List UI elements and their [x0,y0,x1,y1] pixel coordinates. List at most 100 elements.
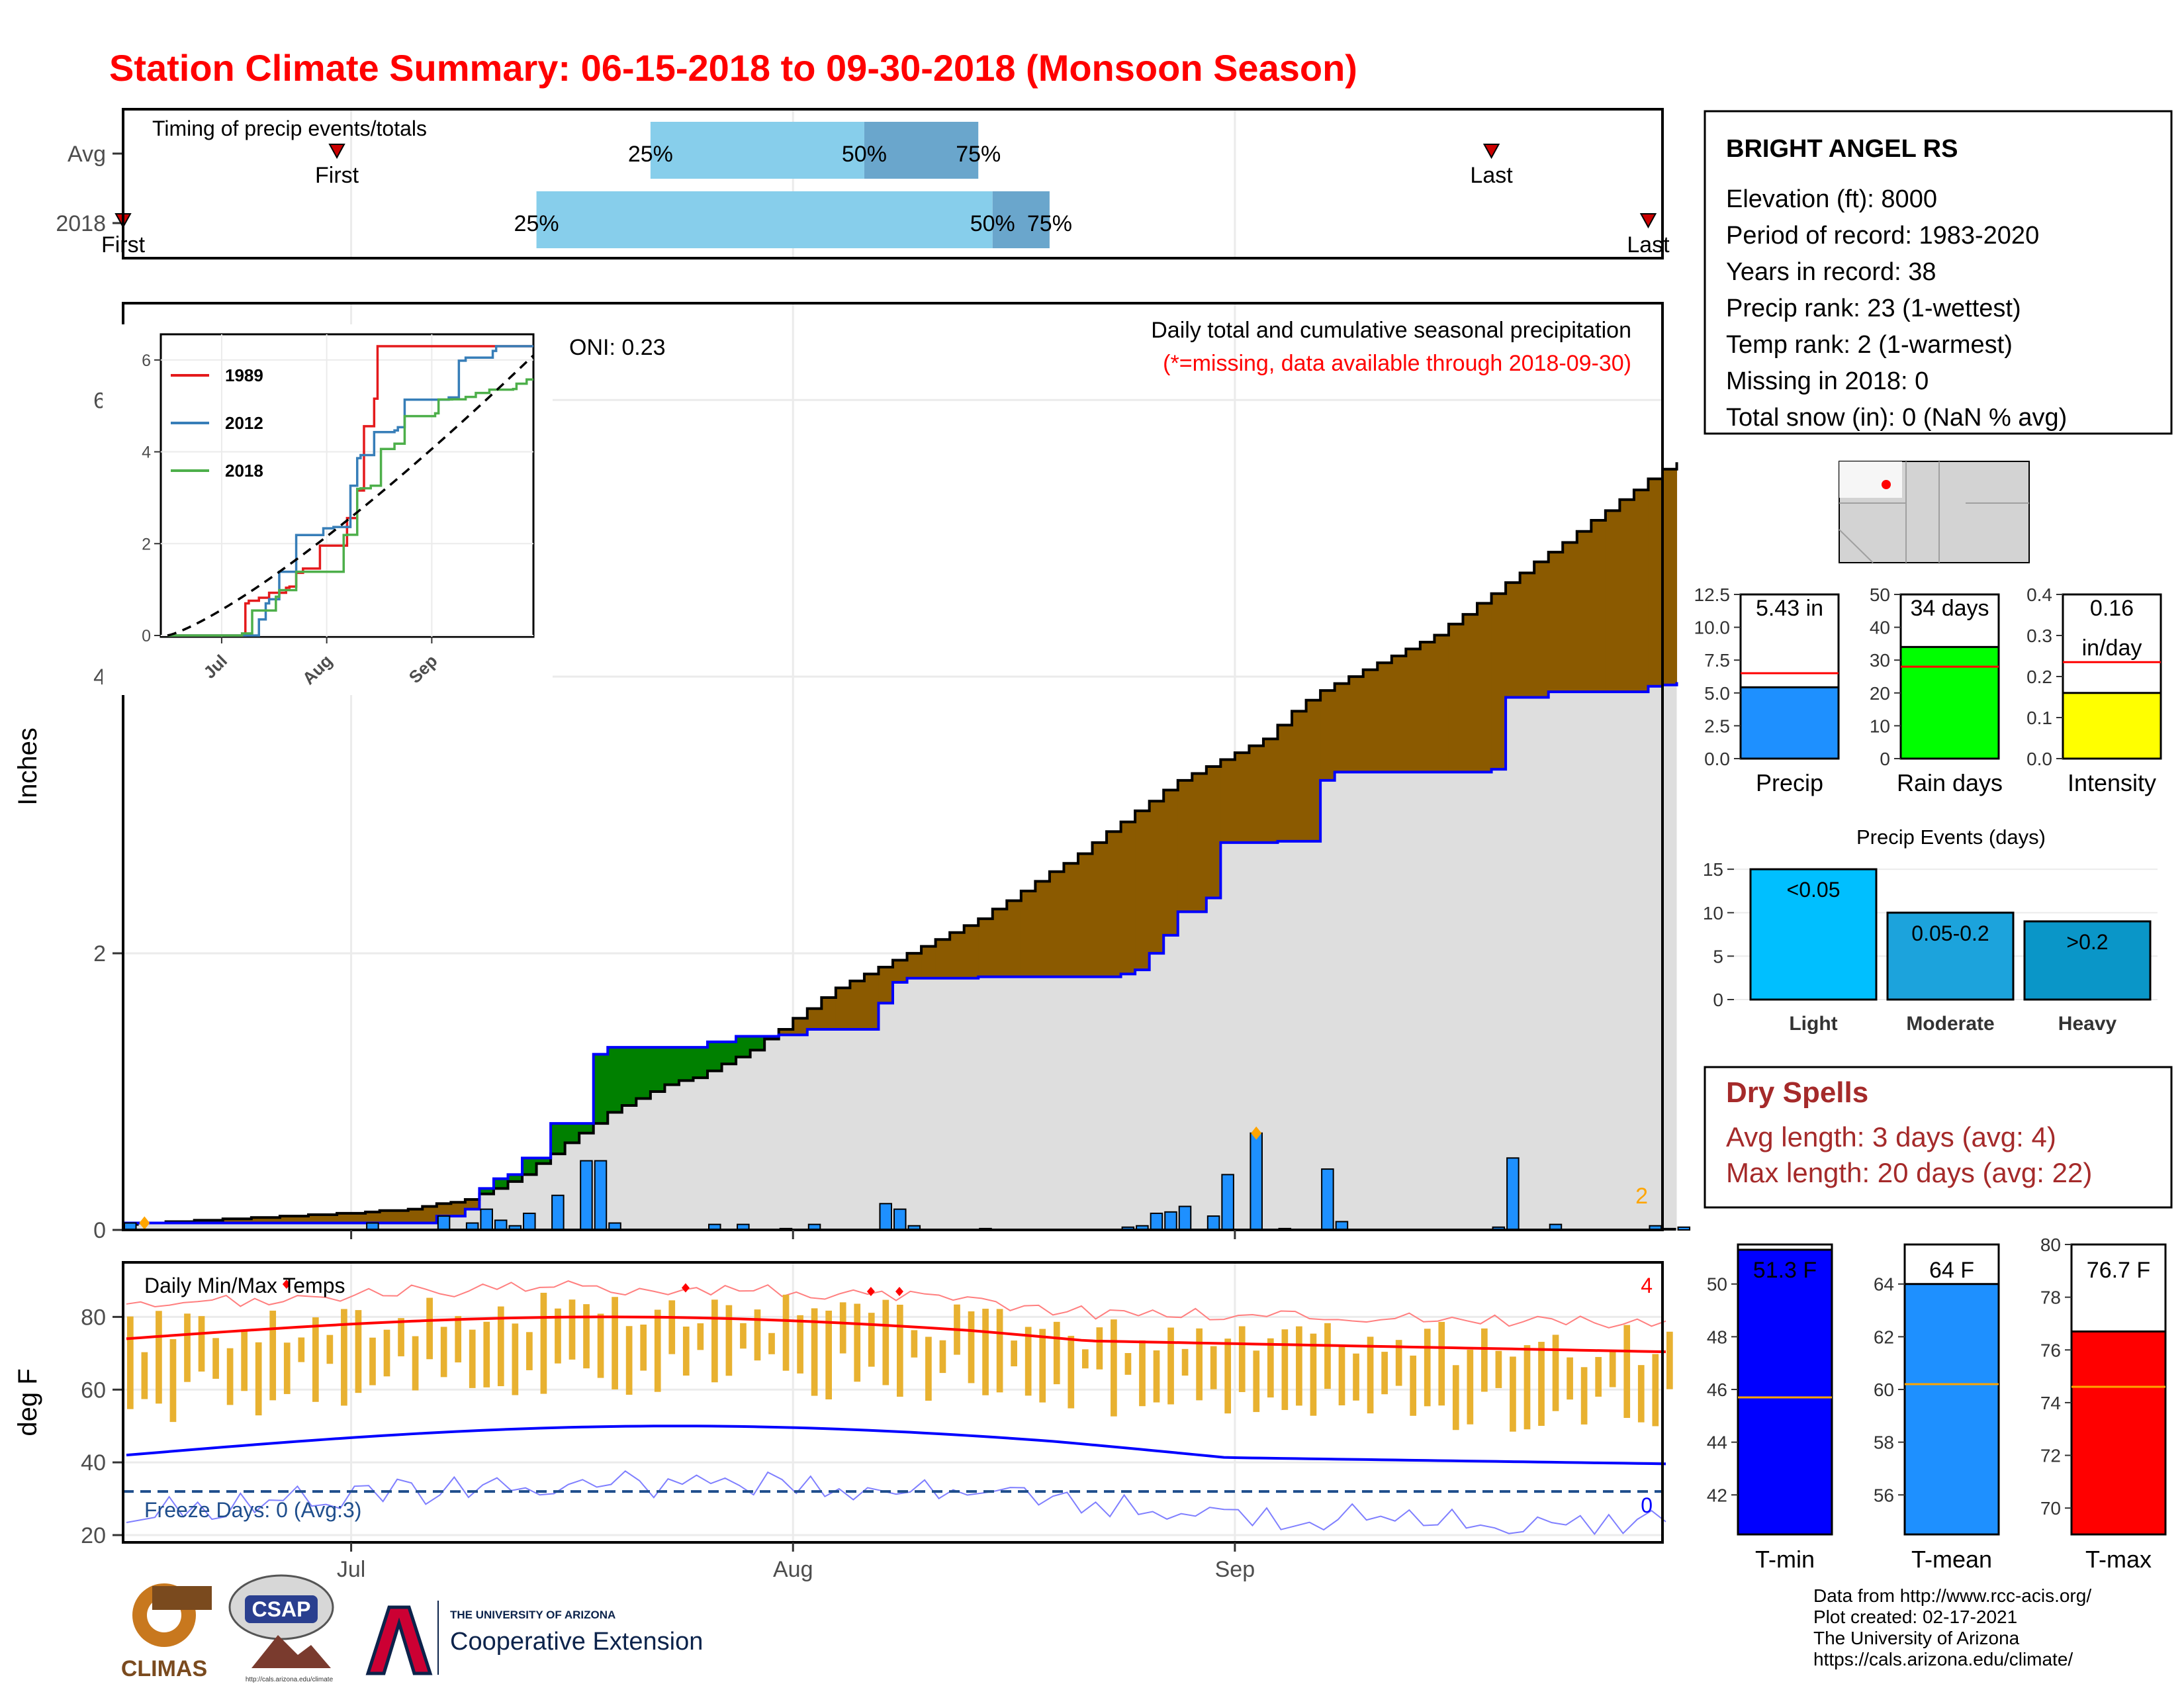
surplus-segment [493,1178,508,1189]
deficit-segment [1491,593,1506,770]
daily-temp-bar [269,1310,277,1401]
daily-temp-bar [156,1311,162,1404]
mini-bar-tick: 0.2 [2026,667,2052,687]
deficit-segment [778,1029,794,1035]
daily-temp-bar [1267,1338,1274,1398]
mini-bar-value-label: in/day [2082,635,2142,661]
daily-temp-bar [1567,1357,1573,1400]
deficit-segment [1206,767,1221,898]
events-bar-inner-label: >0.2 [2066,930,2108,954]
inset-legend-label: 2012 [225,413,263,433]
daily-temp-bar [597,1313,604,1378]
daily-temp-bar [455,1316,462,1363]
deficit-segment [1092,842,1107,977]
daily-temp-bar [569,1299,576,1360]
deficit-segment [1463,614,1478,773]
inset-y-tick: 6 [142,352,151,370]
mini-bar-tick: 0.0 [2026,749,2052,769]
mini-bar-tick: 5.0 [1704,683,1730,704]
inset-y-tick: 0 [142,627,151,645]
daily-precip-bar [494,1219,508,1231]
daily-temp-bar [169,1339,177,1423]
daily-temp-bar [939,1340,946,1374]
daily-temp-bar [1495,1350,1502,1388]
daily-temp-bar [1338,1346,1345,1406]
mini-bar-value-label: 34 days [1910,596,1989,621]
daily-temp-bar [882,1299,889,1385]
deficit-segment [1292,711,1307,841]
y-tick-label: 20 [81,1523,106,1548]
temp-bar-value-label: 76.7 F [2087,1258,2150,1283]
deficit-segment [1619,499,1635,692]
daily-temp-bar [654,1309,661,1392]
timing-band-25-50 [536,191,993,248]
daily-temp-bar [711,1299,718,1383]
daily-temp-bar [483,1321,490,1387]
daily-temp-bar [1510,1356,1516,1432]
station-info-line: Elevation (ft): 8000 [1726,185,1937,213]
daily-temp-bar [768,1333,775,1354]
station-info-line: Missing in 2018: 0 [1726,367,1929,395]
daily-temp-bar [968,1311,975,1383]
ua-logo-line1: THE UNIVERSITY OF ARIZONA [450,1609,615,1621]
surplus-segment [721,1041,737,1064]
station-name: BRIGHT ANGEL RS [1726,135,1958,163]
surplus-segment [565,1123,580,1143]
daily-precip-bar [1178,1205,1192,1231]
timing-band-50-75 [864,122,979,179]
daily-temp-bar [1253,1350,1260,1413]
daily-temp-bar [811,1308,818,1396]
temp-y-axis-label: deg F [13,1368,42,1436]
mini-bar-tick: 0 [1880,749,1890,769]
daily-temp-bar [1637,1365,1645,1423]
daily-temp-bar [1324,1323,1331,1389]
deficit-segment [935,939,950,978]
daily-temp-bar [911,1330,918,1358]
cumulative-2018-area [123,682,1677,1230]
temp-panel-bg [123,1262,1662,1542]
daily-temp-bar [797,1315,803,1374]
events-bar-inner-label: 0.05-0.2 [1911,921,1989,945]
footer: CLIMAS CSAP http://cals.arizona.edu/climat… [121,1574,2091,1683]
deficit-segment [1434,635,1449,773]
daily-temp-bar [1053,1321,1060,1385]
surplus-segment [678,1047,694,1081]
station-info-line: Years in record: 38 [1726,258,1936,286]
daily-temp-bar [512,1323,519,1395]
daily-temp-bar [740,1323,747,1349]
events-bar-inner-label: <0.05 [1787,878,1841,902]
daily-temp-bar [982,1309,989,1395]
mini-bar-tick: 7.5 [1704,650,1730,671]
daily-temp-bar [925,1336,932,1401]
credit-line: Data from http://www.rcc-acis.org/ [1813,1585,2091,1606]
deficit-segment [1077,853,1093,977]
deficit-segment [1406,649,1421,773]
deficit-segment [1334,683,1349,773]
deficit-segment [1520,573,1535,698]
daily-temp-bar [312,1317,319,1402]
daily-temp-bar [355,1310,362,1393]
timing-last-marker [1482,144,1500,160]
daily-temp-bar [212,1338,219,1379]
daily-temp-bar [1210,1346,1217,1389]
deficit-segment [1576,531,1592,692]
daily-temp-bar [1524,1345,1531,1430]
daily-temp-bar [1652,1354,1659,1427]
deficit-segment [308,1215,324,1223]
deficit-segment [921,946,936,978]
daily-precip-bar [879,1203,893,1231]
mini-bar-label: Rain days [1897,769,2003,796]
daily-temp-bar [1595,1356,1602,1397]
mini-bar-label: Precip [1756,769,1823,796]
record-min-line [126,1470,1666,1536]
deficit-segment [451,1202,466,1217]
mini-bar-tick: 40 [1870,618,1890,638]
daily-temp-bar [825,1310,833,1400]
mini-bar-tick: 2.5 [1704,716,1730,736]
deficit-segment [1163,790,1179,935]
deficit-segment [351,1213,366,1223]
temp-bar-label: T-mean [1911,1546,1992,1573]
temp-panel-border [122,1261,1664,1544]
deficit-segment [1220,759,1236,843]
